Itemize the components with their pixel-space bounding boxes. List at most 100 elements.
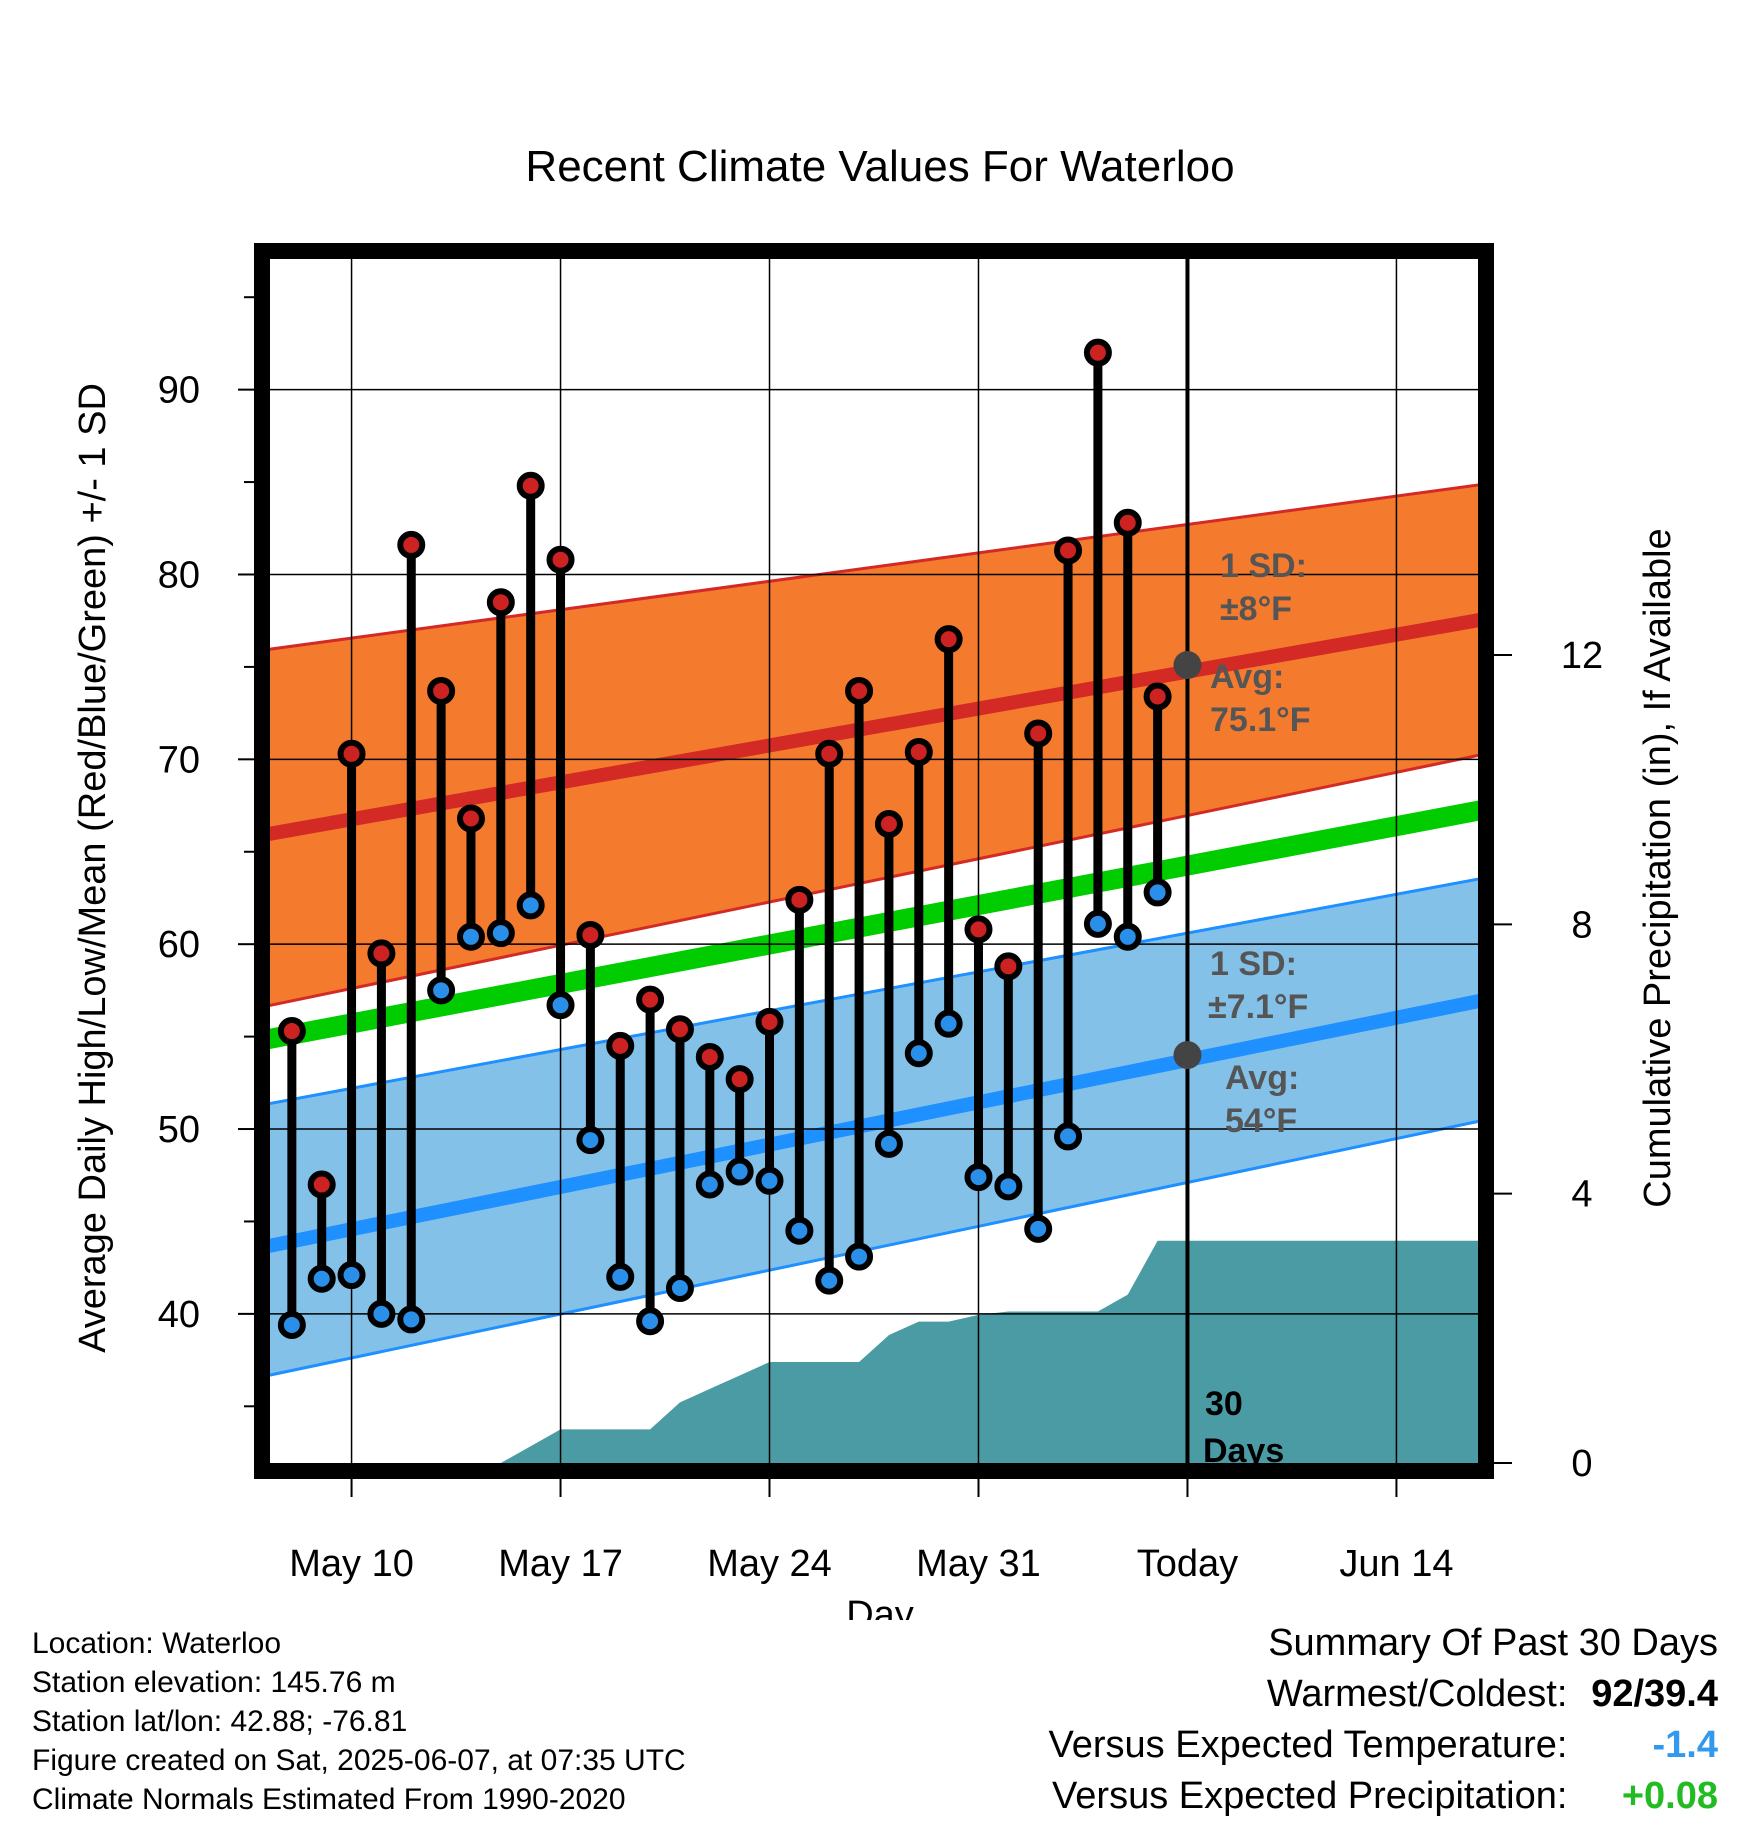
daily-high-point xyxy=(307,1170,336,1199)
high-avg-label: Avg: xyxy=(1210,658,1284,696)
x-tick-label: Today xyxy=(1137,1543,1238,1585)
y-axis-label: Average Daily High/Low/Mean (Red/Blue/Gr… xyxy=(72,383,114,1353)
low-avg-label: Avg: xyxy=(1225,1059,1299,1097)
low-sd-band-lower xyxy=(270,1119,1478,1377)
summary-title: Summary Of Past 30 Days xyxy=(1268,1622,1718,1664)
daily-high-point xyxy=(874,810,903,839)
daily-high-point xyxy=(576,920,605,949)
daily-high-point xyxy=(994,952,1023,981)
daily-low-point xyxy=(1083,909,1112,938)
daily-low-point xyxy=(606,1262,635,1291)
y-tick-label: 80 xyxy=(158,554,200,596)
high-sd-band-upper xyxy=(270,483,1478,651)
daily-high-point xyxy=(277,1017,306,1046)
x-axis-label: Day xyxy=(846,1594,914,1620)
daily-high-point xyxy=(1024,719,1053,748)
daily-high-point xyxy=(934,625,963,654)
low-normal-line xyxy=(270,994,1478,1253)
daily-low-point xyxy=(904,1039,933,1068)
daily-low-point xyxy=(845,1242,874,1271)
daily-high-point xyxy=(665,1015,694,1044)
summary-panel: Summary Of Past 30 Days Warmest/Coldest:… xyxy=(1049,1618,1718,1822)
daily-low-point xyxy=(755,1166,784,1195)
warmest-label: Warmest/Coldest: xyxy=(1266,1673,1568,1715)
y-tick-label: 70 xyxy=(158,739,200,781)
daily-low-point xyxy=(516,891,545,920)
y-tick-label: 40 xyxy=(158,1294,200,1336)
daily-low-point xyxy=(695,1170,724,1199)
daily-low-point xyxy=(1054,1122,1083,1151)
x-tick-label: May 24 xyxy=(707,1543,832,1585)
daily-low-point xyxy=(994,1172,1023,1201)
temp-label: Versus Expected Temperature: xyxy=(1048,1724,1568,1766)
daily-high-point xyxy=(337,739,366,768)
daily-low-point xyxy=(785,1216,814,1245)
y-tick-label: 50 xyxy=(158,1109,200,1151)
mean-normal-line xyxy=(270,800,1478,1049)
daily-low-point xyxy=(636,1307,665,1336)
daily-low-point xyxy=(576,1126,605,1155)
daily-low-point xyxy=(815,1266,844,1295)
daily-low-point xyxy=(1024,1214,1053,1243)
daily-high-point xyxy=(1054,536,1083,565)
daily-high-point xyxy=(636,985,665,1014)
high-sd-band xyxy=(270,484,1478,1006)
station-info: Location: Waterloo Station elevation: 14… xyxy=(32,1624,686,1819)
climate-chart: Recent Climate Values For Waterloo 1 SD:… xyxy=(72,142,1679,1620)
daily-low-point xyxy=(337,1261,366,1290)
latlon-text: Station lat/lon: 42.88; -76.81 xyxy=(32,1705,408,1738)
x-tick-label: May 17 xyxy=(498,1543,623,1585)
daily-low-point xyxy=(1143,878,1172,907)
summary-temp-row: Versus Expected Temperature: -1.4 xyxy=(1049,1720,1718,1771)
daily-high-point xyxy=(725,1065,754,1094)
daily-high-point xyxy=(1083,338,1112,367)
daily-high-point xyxy=(695,1042,724,1071)
y2-tick-label: 8 xyxy=(1571,904,1592,946)
daily-low-point xyxy=(486,919,515,948)
daily-high-point xyxy=(755,1007,784,1036)
normals-text: Climate Normals Estimated From 1990-2020 xyxy=(32,1783,626,1816)
y2-tick-label: 4 xyxy=(1571,1174,1592,1216)
daily-low-point xyxy=(367,1299,396,1328)
precip-value: +0.08 xyxy=(1621,1775,1718,1817)
plot-interior xyxy=(270,259,1478,1463)
high-avg-value: 75.1°F xyxy=(1210,701,1311,739)
daily-high-point xyxy=(397,530,426,559)
high-normal-line xyxy=(270,613,1478,841)
chart-title: Recent Climate Values For Waterloo xyxy=(525,142,1234,191)
daily-low-point xyxy=(307,1264,336,1293)
high-sd-value: ±8°F xyxy=(1220,590,1292,628)
summary-warmest-row: Warmest/Coldest: 92/39.4 xyxy=(1049,1669,1718,1720)
daily-low-point xyxy=(725,1157,754,1186)
low-sd-value: ±7.1°F xyxy=(1208,988,1308,1026)
daily-high-point xyxy=(606,1031,635,1060)
precip-label: Versus Expected Precipitation: xyxy=(1052,1775,1568,1817)
low-avg-value: 54°F xyxy=(1225,1102,1297,1140)
high-sd-label: 1 SD: xyxy=(1220,547,1307,585)
x-tick-label: May 31 xyxy=(916,1543,1041,1585)
y2-tick-label: 12 xyxy=(1561,635,1603,677)
y2-tick-label: 0 xyxy=(1571,1443,1592,1485)
low-sd-label: 1 SD: xyxy=(1210,945,1297,983)
daily-low-point xyxy=(934,1009,963,1038)
daily-low-point xyxy=(397,1305,426,1334)
daily-low-point xyxy=(964,1163,993,1192)
elevation-text: Station elevation: 145.76 m xyxy=(32,1666,396,1699)
y-tick-label: 60 xyxy=(158,924,200,966)
daily-high-point xyxy=(546,545,575,574)
daily-low-point xyxy=(665,1274,694,1302)
daily-high-point xyxy=(1143,682,1172,711)
summary-precip-row: Versus Expected Precipitation: +0.08 xyxy=(1049,1771,1718,1822)
daily-high-point xyxy=(367,939,396,968)
daily-high-point xyxy=(427,676,456,705)
daily-low-point xyxy=(546,991,575,1020)
warmest-value: 92/39.4 xyxy=(1591,1673,1718,1715)
daily-low-point xyxy=(874,1129,903,1158)
created-text: Figure created on Sat, 2025-06-07, at 07… xyxy=(32,1744,686,1777)
daily-high-point xyxy=(964,915,993,944)
low-avg-today-point xyxy=(1173,1041,1202,1070)
daily-high-point xyxy=(815,739,844,768)
daily-high-point xyxy=(785,885,814,914)
high-sd-band-lower xyxy=(270,753,1478,1007)
high-avg-today-point xyxy=(1173,651,1202,680)
